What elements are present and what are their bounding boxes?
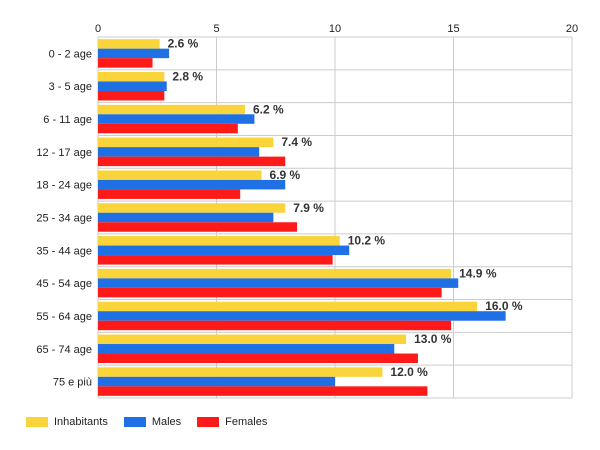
bar-females	[98, 222, 298, 232]
legend-swatch	[26, 417, 48, 427]
x-tick-label: 15	[447, 23, 459, 35]
data-label: 7.4 %	[281, 135, 312, 149]
category-label: 0 - 2 age	[49, 48, 92, 60]
bar-inhabitants	[98, 104, 245, 115]
bar-females	[98, 320, 452, 331]
legend-swatch	[123, 417, 146, 427]
bar-inhabitants	[98, 170, 262, 180]
bar-females	[98, 123, 238, 134]
data-label: 2.6 %	[168, 37, 199, 51]
data-label: 13.0 %	[414, 332, 452, 346]
bar-inhabitants	[98, 137, 274, 148]
bar-inhabitants	[98, 203, 286, 213]
data-label: 14.9 %	[459, 266, 497, 280]
x-tick-label: 0	[95, 23, 101, 35]
category-label: 18 - 24 age	[36, 180, 92, 192]
bar-inhabitants	[98, 334, 407, 345]
bars	[98, 39, 506, 396]
bar-females	[98, 90, 165, 101]
bar-males	[98, 376, 335, 387]
legend: Inhabitants Males Females	[26, 416, 283, 428]
legend-label: Males	[151, 416, 182, 428]
bar-males	[98, 114, 255, 124]
bar-males	[98, 81, 167, 91]
data-label: 6.9 %	[270, 168, 301, 182]
legend-label: Inhabitants	[54, 416, 108, 428]
x-tick-label: 20	[566, 23, 578, 35]
legend-item-inhabitants: Inhabitants	[26, 416, 108, 428]
x-axis-ticks: 0 5 10 15 20	[95, 23, 578, 35]
data-label: 2.8 %	[172, 69, 203, 83]
category-label: 6 - 11 age	[43, 114, 92, 126]
data-label: 12.0 %	[390, 365, 428, 379]
bar-males	[98, 179, 286, 190]
category-label: 55 - 64 age	[36, 311, 92, 323]
legend-swatch	[197, 417, 220, 427]
data-labels: 2.6 % 2.8 % 6.2 % 7.4 % 6.9 % 7.9 % 10.2 % 14.9…	[168, 37, 523, 379]
gridlines	[97, 36, 573, 399]
bar-females	[98, 156, 286, 167]
bar-inhabitants	[98, 301, 478, 312]
bar-males	[98, 311, 506, 321]
category-label: 45 - 54 age	[36, 278, 92, 290]
bar-females	[98, 189, 241, 199]
bar-inhabitants	[98, 236, 340, 246]
bar-inhabitants	[98, 39, 160, 49]
bar-females	[98, 386, 428, 396]
bar-females	[98, 255, 333, 265]
y-axis-categories: 0 - 2 age 3 - 5 age 6 - 11 age 12 - 17 age 1…	[36, 48, 92, 388]
legend-item-males: Males	[123, 416, 182, 428]
data-label: 10.2 %	[348, 234, 386, 248]
category-label: 12 - 17 age	[36, 147, 92, 159]
legend-item-females: Females	[197, 416, 267, 428]
bar-males	[98, 212, 274, 223]
category-label: 3 - 5 age	[49, 81, 92, 93]
data-label: 16.0 %	[485, 299, 523, 313]
bar-males	[98, 147, 260, 157]
bar-males	[98, 278, 459, 288]
bar-males	[98, 344, 395, 354]
data-label: 7.9 %	[293, 201, 324, 215]
legend-label: Females	[225, 416, 268, 428]
bar-inhabitants	[98, 71, 165, 82]
bar-inhabitants	[98, 268, 452, 279]
bar-males	[98, 48, 170, 59]
x-tick-label: 10	[329, 23, 341, 35]
bar-females	[98, 353, 418, 364]
bar-females	[98, 58, 153, 68]
bar-males	[98, 245, 350, 256]
category-label: 25 - 34 age	[36, 213, 92, 225]
category-label: 65 - 74 age	[36, 344, 92, 356]
bar-females	[98, 287, 442, 298]
data-label: 6.2 %	[253, 102, 284, 116]
category-label: 75 e più	[53, 377, 92, 389]
bar-inhabitants	[98, 367, 383, 377]
category-label: 35 - 44 age	[36, 245, 92, 257]
x-tick-label: 5	[213, 23, 219, 35]
